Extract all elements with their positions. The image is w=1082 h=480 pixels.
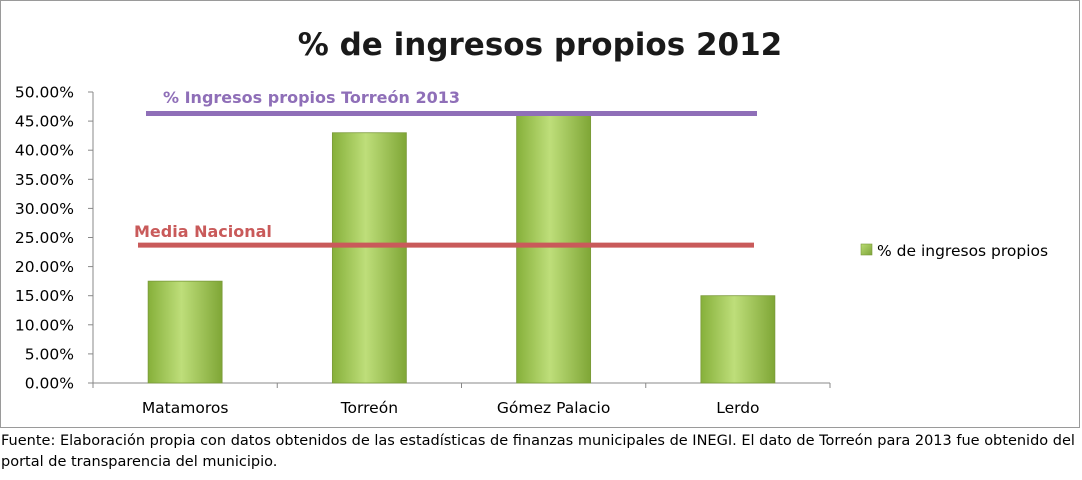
y-tick-label: 0.00% xyxy=(25,375,74,393)
x-tick-label: Lerdo xyxy=(716,399,759,417)
y-tick-label: 45.00% xyxy=(15,113,74,131)
legend-label: % de ingresos propios xyxy=(877,242,1048,260)
reference-line-label: Media Nacional xyxy=(134,222,272,241)
reference-line-label: % Ingresos propios Torreón 2013 xyxy=(163,88,460,107)
bar xyxy=(516,114,592,384)
y-tick-label: 30.00% xyxy=(15,200,74,218)
y-tick-label: 40.00% xyxy=(15,142,74,160)
bar xyxy=(331,132,407,384)
y-tick-label: 20.00% xyxy=(15,258,74,276)
y-tick-label: 5.00% xyxy=(25,345,74,363)
bar xyxy=(700,295,776,384)
legend-swatch xyxy=(860,243,873,256)
x-tick-label: Torreón xyxy=(340,399,398,417)
caption-line-1: Fuente: Elaboración propia con datos obt… xyxy=(1,433,1075,449)
caption-line-2: portal de transparencia del municipio. xyxy=(1,454,278,470)
bar xyxy=(147,280,223,384)
x-tick-label: Gómez Palacio xyxy=(497,399,610,417)
x-tick-label: Matamoros xyxy=(142,399,229,417)
y-tick-label: 50.00% xyxy=(15,84,74,102)
y-tick-label: 15.00% xyxy=(15,287,74,305)
y-tick-label: 25.00% xyxy=(15,229,74,247)
source-caption: Fuente: Elaboración propia con datos obt… xyxy=(1,431,1081,473)
y-tick-label: 35.00% xyxy=(15,171,74,189)
chart: % de ingresos propios 2012 0.00% 5.00% 10.… xyxy=(15,27,1048,417)
chart-title: % de ingresos propios 2012 xyxy=(298,27,782,63)
y-tick-label: 10.00% xyxy=(15,316,74,334)
